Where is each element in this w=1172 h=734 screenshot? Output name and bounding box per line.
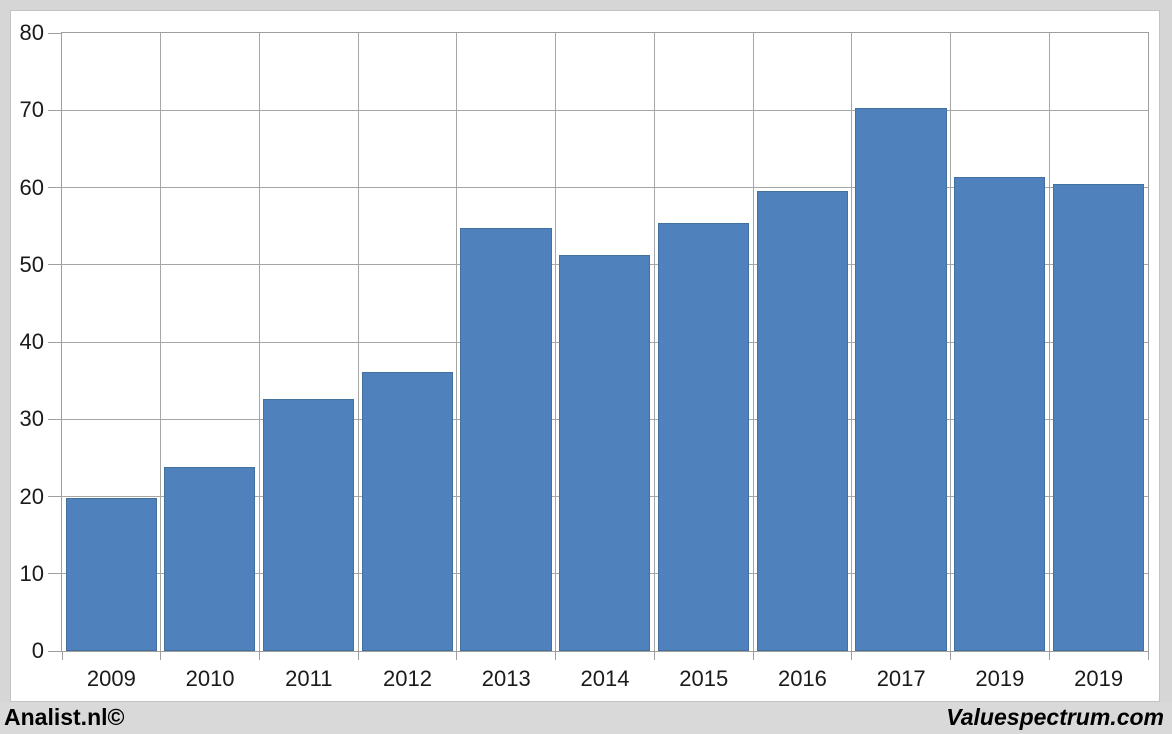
x-tick-label: 2012: [383, 666, 432, 691]
y-tick-label: 0: [31, 638, 44, 663]
bar-2017: [855, 108, 947, 651]
x-tick-mark: [456, 651, 458, 660]
x-tick-mark: [851, 651, 853, 660]
x-tick-label: 2011: [285, 666, 333, 691]
y-tick-mark: [48, 650, 62, 652]
y-tick-label: 50: [19, 251, 44, 277]
x-tick-label: 2019: [1074, 666, 1124, 691]
y-tick-mark: [48, 187, 62, 188]
bar-2010: [164, 467, 256, 651]
footer-bar: Analist.nl© Valuespectrum.com: [0, 702, 1172, 734]
x-tick-mark: [653, 651, 655, 660]
x-tick-label: 2009: [86, 666, 136, 691]
h-gridline: [62, 187, 1148, 188]
y-tick-mark: [48, 418, 62, 420]
bar-2019: [1052, 184, 1144, 651]
x-tick-mark: [1147, 651, 1149, 660]
v-gridline: [950, 33, 952, 651]
v-gridline: [456, 33, 458, 651]
x-tick-mark: [555, 651, 557, 660]
x-tick-label: 2015: [679, 666, 729, 691]
y-tick-mark: [48, 109, 62, 111]
plot-area: [61, 32, 1149, 652]
x-tick-label: 2017: [876, 666, 926, 691]
v-gridline: [160, 33, 162, 651]
valuespectrum-brand-label: Valuespectrum.com: [946, 703, 1164, 730]
y-tick-mark: [48, 496, 62, 497]
y-tick-label: 70: [19, 97, 44, 123]
x-tick-mark: [752, 651, 754, 660]
analist-brand-label: Analist.nl©: [4, 703, 125, 730]
bar-2016: [756, 191, 848, 651]
v-gridline: [258, 33, 260, 651]
x-tick-label: 2016: [777, 666, 827, 691]
bar-2011: [262, 399, 355, 651]
y-tick-mark: [48, 341, 62, 343]
x-tick-mark: [357, 651, 359, 660]
bar-2014: [559, 255, 651, 651]
x-tick-mark: [160, 651, 162, 660]
x-tick-mark: [950, 651, 952, 660]
v-gridline: [1048, 33, 1050, 651]
bar-2013: [460, 228, 552, 651]
y-tick-label: 80: [19, 20, 44, 45]
v-gridline: [653, 33, 655, 651]
bar-2012: [361, 372, 453, 651]
x-tick-label: 2019: [975, 666, 1025, 691]
y-tick-label: 20: [19, 483, 44, 509]
y-tick-mark: [48, 32, 62, 34]
y-tick-label: 10: [19, 560, 44, 586]
x-tick-label: 2010: [185, 666, 235, 691]
x-tick-mark: [258, 651, 260, 660]
bar-2009: [65, 498, 157, 651]
x-tick-mark: [61, 651, 63, 660]
y-tick-label: 30: [19, 406, 44, 432]
y-tick-label: 40: [19, 329, 44, 354]
h-gridline: [62, 109, 1148, 111]
bar-2015: [657, 223, 750, 651]
bar-2019: [954, 177, 1046, 651]
v-gridline: [851, 33, 853, 651]
v-gridline: [752, 33, 754, 651]
x-tick-label: 2014: [580, 666, 630, 691]
v-gridline: [357, 33, 359, 651]
y-tick-mark: [48, 573, 62, 575]
y-tick-mark: [48, 264, 62, 266]
v-gridline: [555, 33, 557, 651]
x-tick-mark: [1048, 651, 1050, 660]
x-tick-label: 2013: [481, 666, 531, 691]
y-tick-label: 60: [19, 174, 44, 200]
